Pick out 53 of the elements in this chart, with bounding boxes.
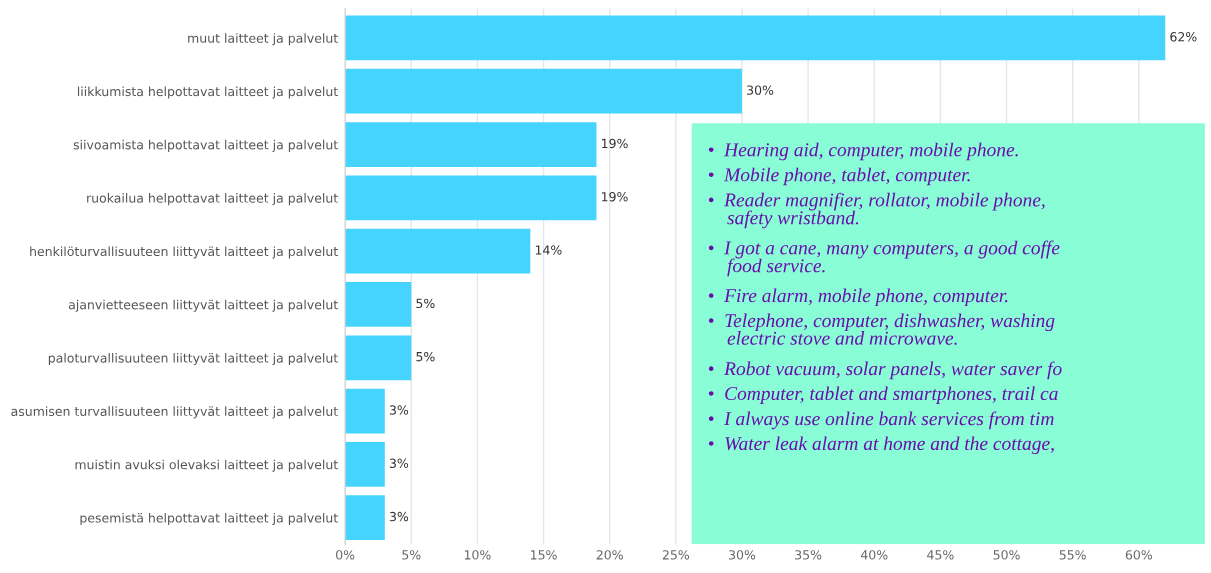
y-tick-label: siivoamista helpottavat laitteet ja palvelut: [73, 139, 338, 152]
x-tick-label: 15%: [531, 550, 557, 560]
y-tick-label: henkilöturvallisuuteen liittyvät laitteet ja palvelut: [30, 246, 338, 259]
annotation: • Fire alarm, mobile phone, computer.: [708, 288, 1008, 307]
y-tick-label: muistin avuksi olevaksi laitteet ja palvelut: [75, 459, 338, 472]
annotation: • I got a cane, many computers, a good coffe food service.: [708, 240, 1060, 277]
y-tick-label: liikkumista helpottavat laitteet ja palvelut: [77, 86, 338, 99]
data-label: 30%: [747, 85, 774, 95]
data-label: 5%: [416, 351, 435, 362]
y-tick-label: paloturvallisuuteen liittyvät laitteet ja palvelut: [48, 353, 338, 366]
bar: [345, 68, 742, 114]
annotation: • Robot vacuum, solar panels, water saver fo: [708, 361, 1062, 380]
x-tick-label: 50%: [993, 550, 1020, 560]
annotation: • Water leak alarm at home and the cottage,: [708, 436, 1054, 455]
annotation: • Mobile phone, tablet, computer.: [708, 167, 970, 186]
annotation: • Hearing aid, computer, mobile phone.: [708, 142, 1018, 161]
annotation: • I always use online bank services from tim: [708, 411, 1054, 430]
annotation: • Telephone, computer, dishwasher, washing electric stove and microwave.: [708, 313, 1055, 345]
x-tick-label: 30%: [729, 550, 756, 560]
y-tick-label: ajanvietteeseen liittyvät laitteet ja palvelut: [68, 299, 338, 312]
y-tick-label: asumisen turvallisuuteen liittyvät laitteet ja palvelut: [11, 406, 338, 419]
y-tick-label: ruokailua helpottavat laitteet ja palvelut: [87, 193, 338, 206]
x-tick-label: 45%: [927, 550, 954, 560]
data-label: 3%: [389, 405, 409, 415]
bar: [345, 175, 597, 221]
x-tick-label: 55%: [1059, 550, 1086, 560]
x-tick-label: 10%: [464, 550, 491, 560]
x-tick-label: 35%: [795, 550, 822, 560]
x-tick-label: 60%: [1125, 550, 1153, 560]
bar: [345, 228, 531, 274]
annotation: • Reader magnifier, rollator, mobile phone, safety wristband.: [708, 192, 1045, 229]
bar: [345, 282, 412, 327]
bar: [345, 495, 385, 541]
bar: [345, 15, 1166, 61]
x-tick-label: 5%: [402, 550, 421, 560]
bar: [345, 335, 412, 381]
data-label: 19%: [602, 138, 628, 149]
bar: [345, 388, 385, 434]
x-tick-label: 40%: [860, 550, 888, 560]
x-tick-label: 25%: [662, 550, 690, 560]
data-label: 5%: [416, 298, 435, 309]
annotation: • Computer, tablet and smartphones, trail ca: [708, 386, 1058, 405]
x-tick-label: 0%: [336, 550, 355, 560]
data-label: 62%: [1170, 32, 1197, 42]
data-label: 14%: [535, 245, 562, 255]
data-label: 3%: [389, 511, 409, 522]
data-label: 19%: [602, 192, 628, 202]
x-tick-label: 20%: [596, 550, 623, 560]
bar: [345, 442, 385, 487]
bar: [345, 122, 597, 167]
y-tick-label: pesemistä helpottavat laitteet ja palvelut: [80, 512, 338, 526]
data-label: 3%: [389, 458, 409, 469]
y-tick-label: muut laitteet ja palvelut: [188, 33, 338, 46]
